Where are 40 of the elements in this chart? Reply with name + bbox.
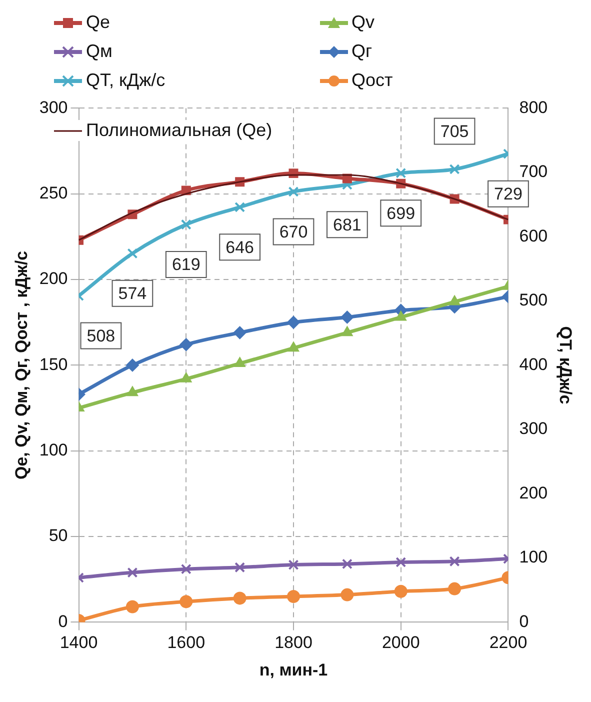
legend-label: Полиномиальная (Qe) <box>86 120 272 141</box>
y-tick-label: 0 <box>58 612 68 631</box>
legend-label: Qe <box>86 12 110 33</box>
y2-tick-label: 800 <box>519 98 548 117</box>
x-tick-label: 2000 <box>382 633 420 652</box>
y2-tick-label: 600 <box>519 226 548 246</box>
data-label: 646 <box>226 238 254 257</box>
legend-label: Qост <box>352 70 393 91</box>
y-tick-label: 150 <box>39 354 68 374</box>
legend-label: QT, кДж/с <box>86 70 166 91</box>
x-tick-label: 1600 <box>167 633 206 652</box>
x-tick-label: 1800 <box>274 633 312 652</box>
y-tick-label: 300 <box>39 98 68 117</box>
y-tick-label: 200 <box>39 269 68 288</box>
y2-tick-label: 500 <box>519 290 548 310</box>
y2-tick-label: 0 <box>519 612 529 631</box>
data-label: 619 <box>172 255 200 274</box>
y-axis-title: Qe, Qv, Qм, Qг, Qост , кДж/с <box>12 250 31 480</box>
legend-label: Qг <box>352 41 372 62</box>
y-tick-label: 100 <box>39 440 68 460</box>
legend-label: Qv <box>352 12 375 33</box>
data-label: 705 <box>440 122 469 141</box>
y2-tick-label: 700 <box>519 162 548 182</box>
y2-tick-label: 100 <box>519 548 548 567</box>
y-tick-label: 50 <box>48 526 68 546</box>
x-tick-label: 2200 <box>489 633 528 652</box>
y2-axis-title: QT, кДж/с <box>556 326 576 404</box>
data-label: 670 <box>279 222 308 242</box>
data-label: 508 <box>86 326 116 346</box>
x-tick-label: 1400 <box>60 633 98 652</box>
data-label: 681 <box>332 215 362 234</box>
y-tick-label: 250 <box>39 184 68 203</box>
y2-tick-label: 400 <box>519 354 548 374</box>
legend-label: Qм <box>86 41 112 62</box>
x-axis-title: n, мин-1 <box>259 660 328 680</box>
y2-tick-label: 200 <box>519 483 548 502</box>
data-label: 729 <box>494 184 522 204</box>
data-label: 574 <box>118 284 147 304</box>
data-label: 699 <box>386 204 416 223</box>
y2-tick-label: 300 <box>519 419 548 438</box>
